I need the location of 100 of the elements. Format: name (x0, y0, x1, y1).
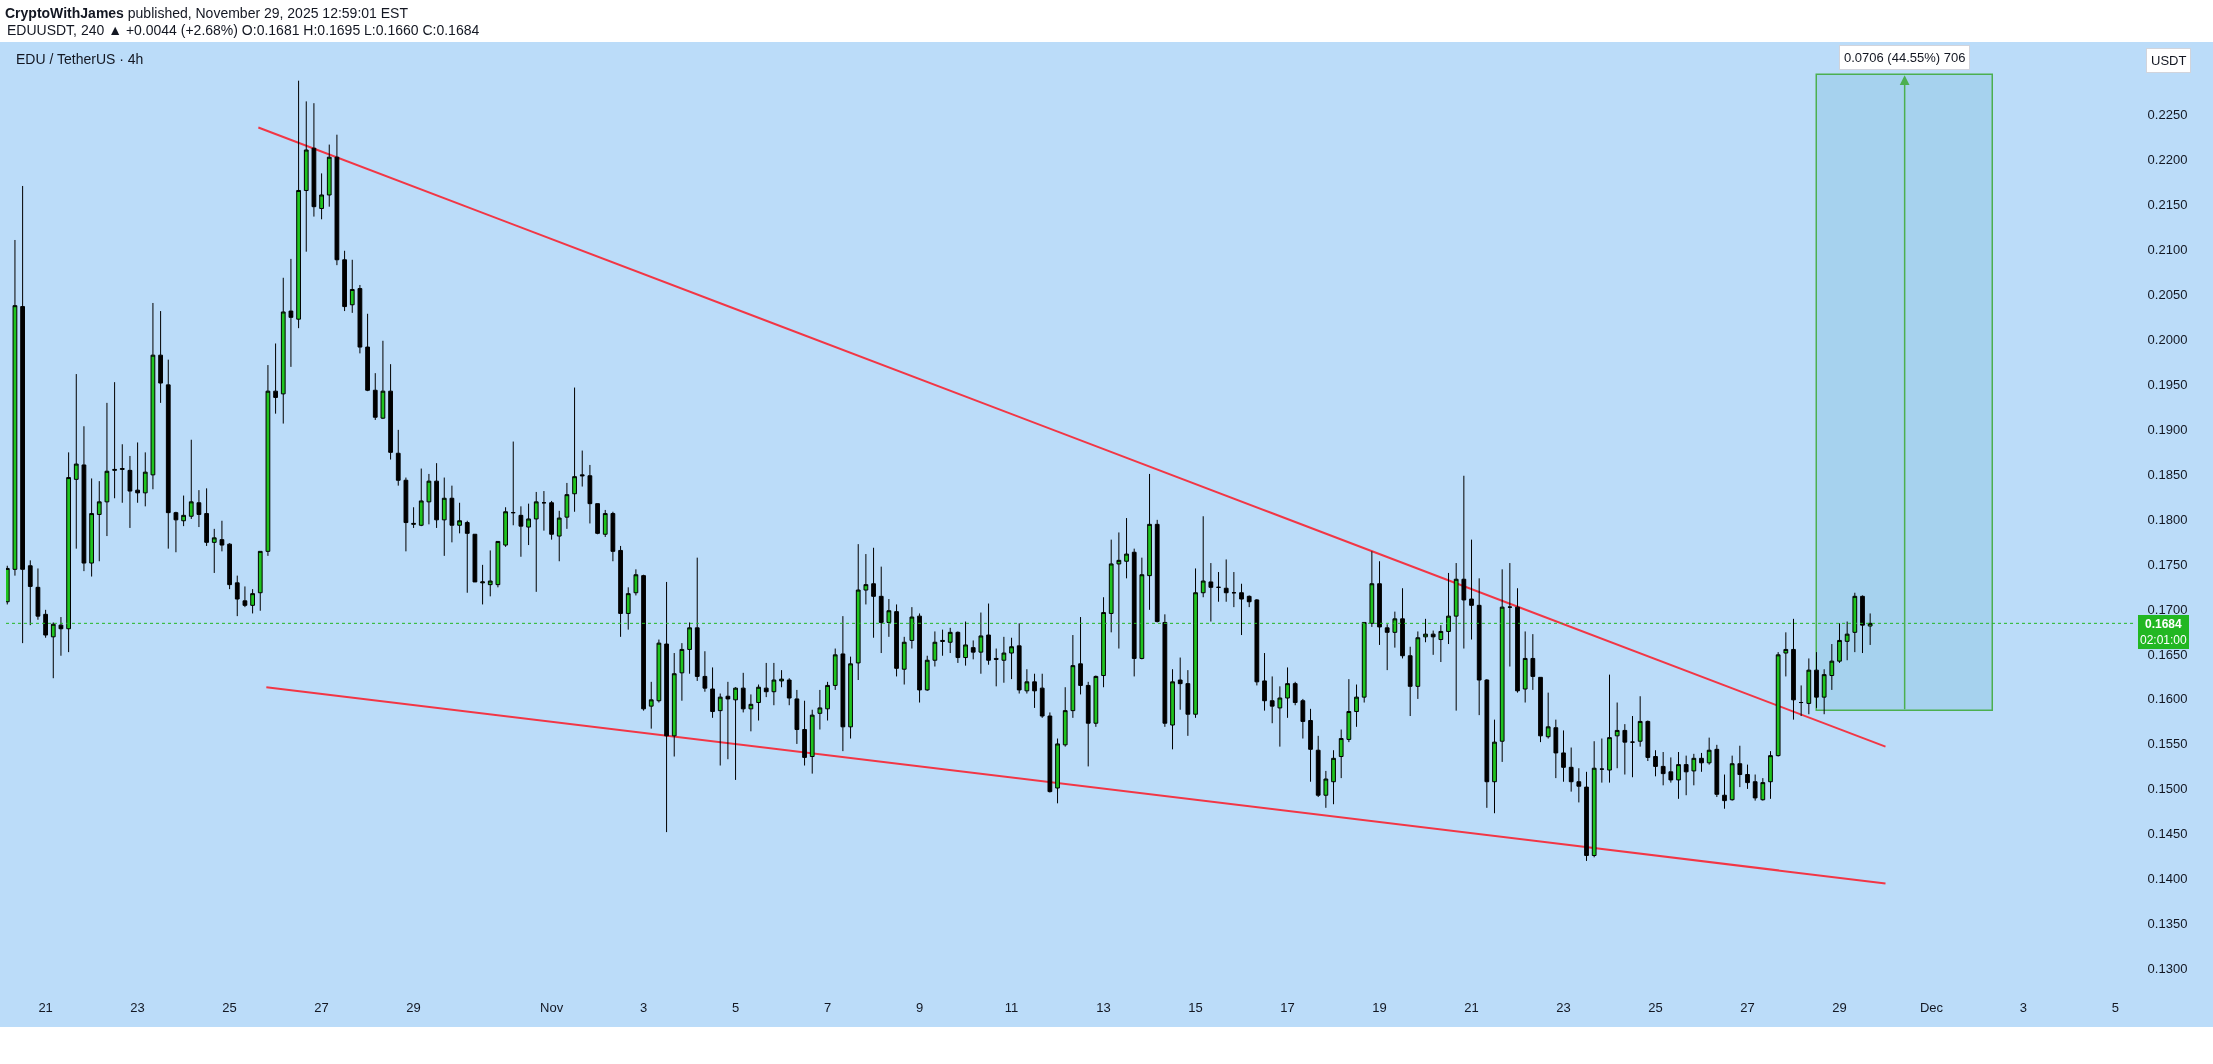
candlestick (595, 503, 600, 535)
candlestick (579, 450, 585, 488)
candlestick (1622, 723, 1628, 776)
candlestick (1423, 618, 1428, 643)
y-tick-label: 0.2000 (2147, 331, 2188, 347)
candlestick (510, 441, 516, 526)
candlestick (127, 455, 133, 529)
candlestick (1101, 596, 1106, 688)
candlestick (671, 652, 677, 758)
candlestick (1599, 738, 1605, 784)
candlestick (970, 639, 976, 660)
candlestick (587, 464, 593, 524)
y-tick-label: 0.1450 (2147, 826, 2188, 842)
candlestick (434, 462, 439, 529)
candlestick (1177, 657, 1183, 711)
candlestick (1369, 550, 1375, 628)
candlestick (112, 381, 117, 499)
candlestick (1292, 681, 1298, 706)
y-tick-label: 0.2250 (2147, 106, 2188, 122)
candlestick (533, 491, 539, 593)
candlestick (763, 662, 769, 698)
candlestick (664, 581, 669, 833)
candlestick (1591, 740, 1597, 858)
candlestick (1683, 755, 1689, 796)
candlestick (1806, 657, 1812, 715)
candlestick (717, 693, 723, 767)
candlestick (1438, 624, 1444, 663)
candlestick (457, 502, 462, 534)
candlestick (196, 489, 202, 528)
candlestick (227, 542, 232, 590)
candlestick (365, 313, 370, 392)
candlestick (809, 709, 815, 775)
candlestick (1867, 612, 1873, 646)
candlestick (58, 616, 64, 657)
candlestick (1446, 572, 1451, 645)
candlestick (395, 429, 401, 487)
candlestick (618, 545, 623, 638)
x-tick-label: 3 (2019, 999, 2028, 1015)
candlestick (541, 490, 547, 532)
candlestick (1492, 719, 1497, 814)
text: USDT (2151, 53, 2187, 68)
y-tick-label: 0.1900 (2147, 421, 2188, 437)
candlestick (1124, 517, 1129, 579)
x-tick-label: 9 (915, 999, 924, 1015)
y-tick-label: 0.1750 (2147, 556, 2188, 572)
candlestick (12, 239, 18, 577)
x-tick-label: 13 (1096, 999, 1111, 1015)
candlestick (1078, 616, 1083, 695)
candlestick (1852, 592, 1858, 653)
candlestick (1484, 678, 1490, 809)
candlestick (380, 340, 386, 420)
candlestick (1216, 571, 1221, 603)
candlestick (1361, 621, 1367, 704)
candlestick (1614, 702, 1620, 769)
y-tick-label: 0.2200 (2147, 151, 2188, 167)
x-tick-label: 29 (1832, 999, 1847, 1015)
candlestick (27, 559, 33, 626)
x-tick-label: Dec (1919, 999, 1944, 1015)
candlestick (1185, 669, 1191, 737)
candlestick (495, 540, 501, 588)
candlestick (1277, 685, 1283, 748)
candlestick (1660, 751, 1666, 786)
candlestick (418, 468, 424, 527)
candlestick (1745, 764, 1750, 790)
candlestick (1239, 583, 1244, 636)
y-tick-label: 0.1300 (2147, 961, 2188, 977)
candlestick (234, 575, 240, 617)
candlestick (564, 482, 570, 530)
candlestick (472, 533, 478, 583)
candlestick (779, 669, 784, 688)
candlestick (449, 485, 455, 543)
candlestick (1308, 708, 1313, 783)
candlestick (1415, 630, 1421, 700)
candlestick (311, 102, 317, 218)
candlestick (1561, 729, 1566, 783)
candlestick (1507, 562, 1513, 668)
candlestick (204, 487, 209, 547)
candlestick (1346, 678, 1352, 743)
candlestick (1108, 539, 1114, 633)
candlestick (1070, 634, 1076, 719)
y-tick-label: 0.1950 (2147, 376, 2188, 392)
candlestick (1691, 753, 1697, 786)
x-tick-label: 29 (406, 999, 421, 1015)
candlestick (610, 511, 616, 562)
candlestick (1338, 729, 1344, 779)
candlestick (426, 473, 432, 525)
y-tick-label: 0.1500 (2147, 781, 2188, 797)
candlestick (702, 650, 708, 693)
candlestick (748, 693, 754, 732)
y-tick-label: 0.1850 (2147, 466, 2188, 482)
candlestick (917, 612, 922, 704)
candlestick (81, 425, 87, 572)
candlestick (802, 700, 807, 767)
x-tick-label: 7 (823, 999, 832, 1015)
candlestick (349, 259, 355, 314)
candlestick (710, 666, 715, 719)
candlestick (633, 568, 639, 596)
candlestick (1476, 577, 1482, 716)
candlestick (73, 373, 79, 550)
candlestick (334, 134, 340, 266)
